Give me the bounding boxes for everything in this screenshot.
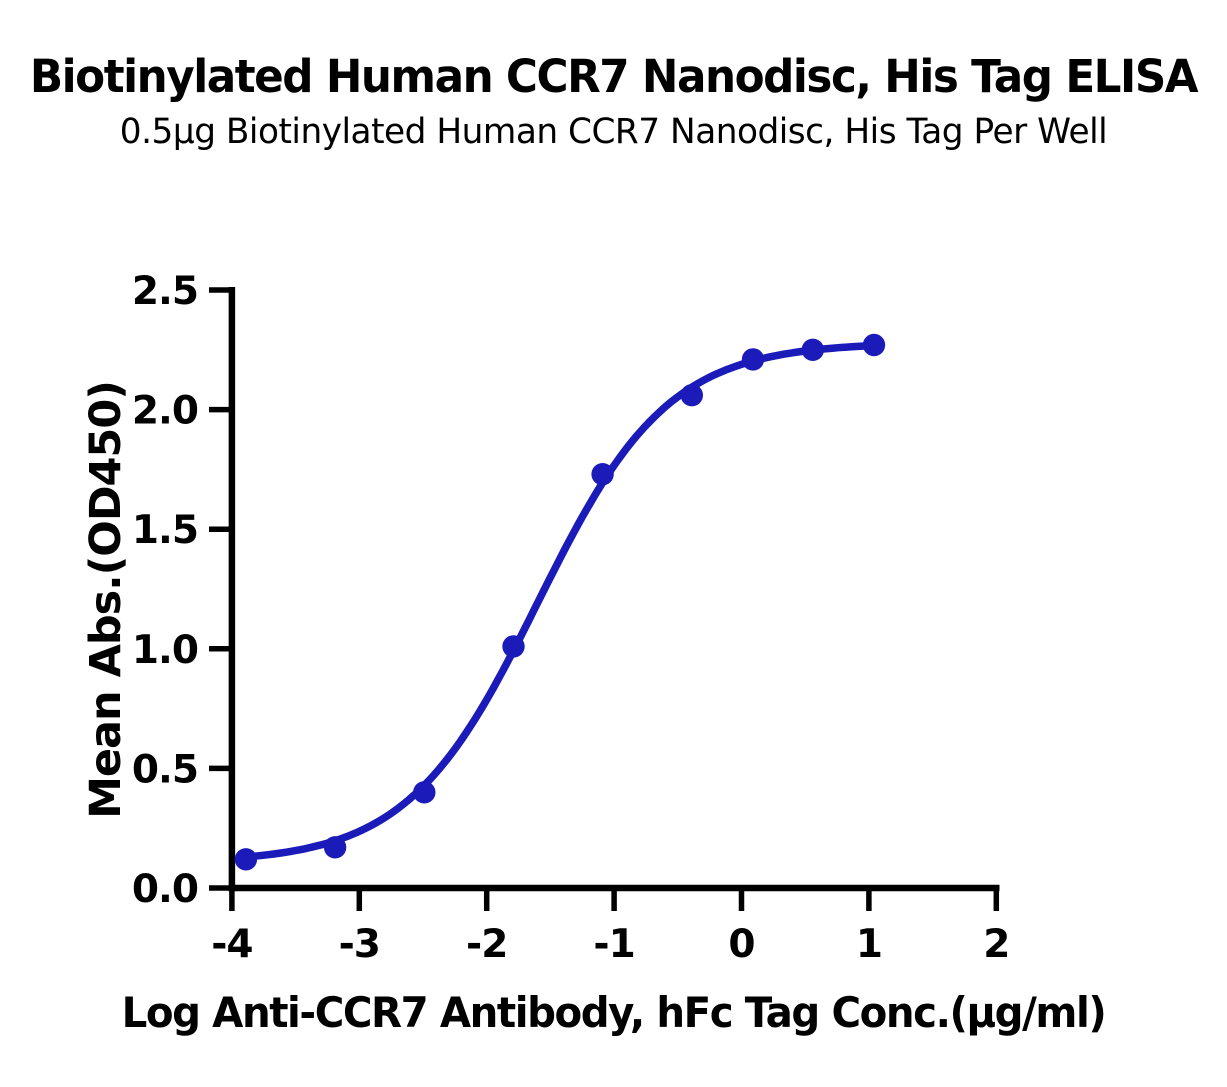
data-point — [413, 781, 436, 804]
data-point — [234, 848, 258, 871]
data-point — [502, 635, 525, 658]
data-point — [591, 463, 614, 486]
y-tick-label: 2.0 — [132, 389, 198, 434]
x-tick-label: -4 — [211, 922, 252, 967]
x-tick-label: 0 — [728, 922, 754, 967]
chart-title: Biotinylated Human CCR7 Nanodisc, His Ta… — [29, 50, 1199, 103]
y-tick-label: 1.0 — [132, 628, 198, 673]
y-tick-label: 0.0 — [132, 867, 198, 912]
y-tick-label: 2.5 — [132, 269, 198, 314]
data-point — [862, 333, 886, 357]
data-point — [741, 348, 765, 371]
fitted-curve — [242, 341, 878, 861]
x-tick-label: 1 — [856, 922, 882, 967]
y-tick-label: 1.5 — [132, 508, 198, 553]
x-tick-label: 2 — [983, 922, 1009, 967]
chart-subtitle: 0.5μg Biotinylated Human CCR7 Nanodisc, … — [119, 112, 1108, 152]
data-point — [323, 836, 347, 859]
y-tick-label: 0.5 — [132, 747, 198, 792]
x-axis-label: Log Anti-CCR7 Antibody, hFc Tag Conc.(μg… — [121, 988, 1107, 1037]
x-tick-label: -2 — [466, 922, 507, 967]
x-tick-label: -3 — [339, 922, 380, 967]
x-tick-label: -1 — [593, 922, 634, 967]
data-point — [680, 384, 703, 407]
data-point — [801, 338, 824, 361]
